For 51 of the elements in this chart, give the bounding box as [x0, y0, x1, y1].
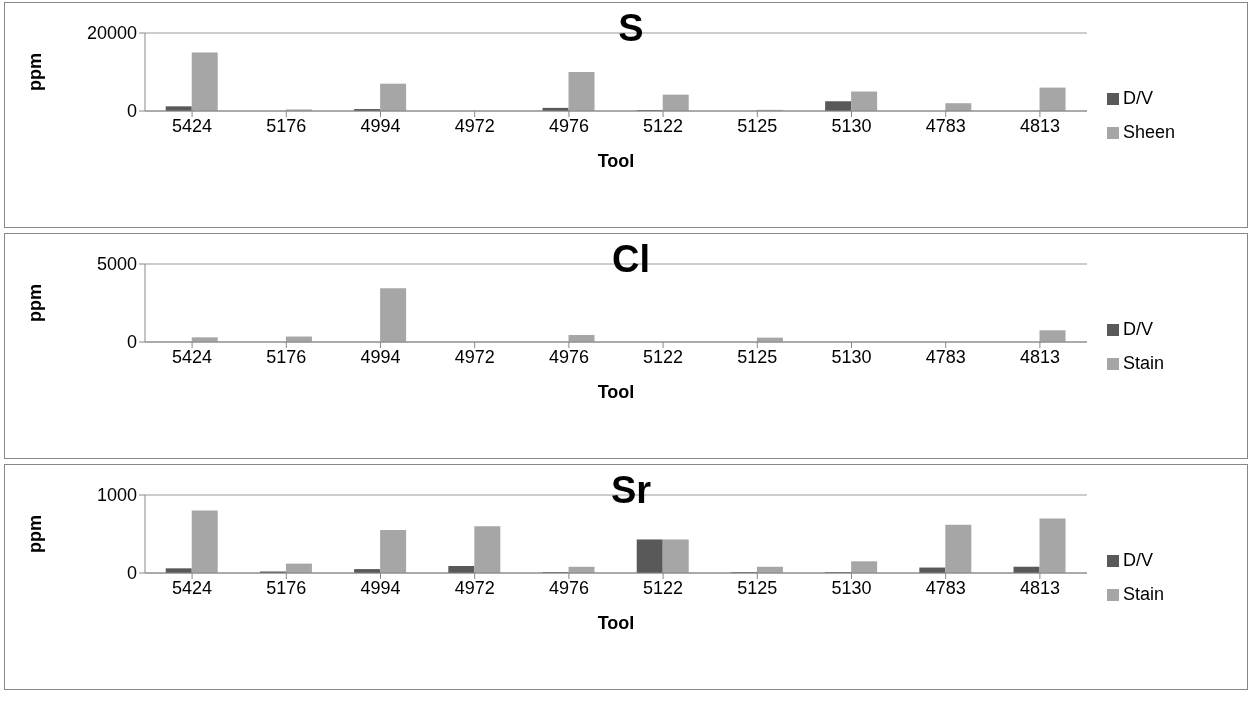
chart-title: Cl	[612, 238, 650, 280]
legend-label: Sheen	[1123, 122, 1176, 142]
chart-title: Sr	[610, 469, 652, 511]
x-tick-label: 5122	[643, 346, 684, 367]
x-tick-label: 5130	[831, 346, 872, 367]
x-axis-title: Tool	[597, 151, 635, 171]
y-axis-title: ppm	[25, 53, 46, 91]
x-tick-label: 4783	[925, 577, 966, 598]
x-tick-label: 4976	[548, 115, 589, 136]
x-tick-label: 4813	[1019, 346, 1060, 367]
x-tick-label: 4994	[360, 115, 401, 136]
x-tick-label: 5176	[266, 577, 307, 598]
legend-label: D/V	[1123, 88, 1154, 108]
y-tick-label: 20000	[86, 23, 137, 44]
x-tick-label: 4972	[454, 115, 495, 136]
x-tick-label: 5424	[172, 577, 213, 598]
x-tick-label: 4976	[548, 577, 589, 598]
x-tick-label: 4783	[925, 346, 966, 367]
y-tick-label: 0	[126, 332, 137, 353]
x-tick-label: 5125	[737, 346, 778, 367]
x-tick-label: 4813	[1019, 577, 1060, 598]
x-tick-label: 4972	[454, 346, 495, 367]
y-tick-label: 5000	[96, 254, 137, 275]
x-tick-label: 4783	[925, 115, 966, 136]
x-tick-label: 5125	[737, 115, 778, 136]
legend-label: Stain	[1123, 353, 1165, 373]
x-tick-label: 4994	[360, 346, 401, 367]
x-axis-title: Tool	[597, 382, 635, 402]
y-axis-title: ppm	[25, 515, 46, 553]
x-tick-label: 4994	[360, 577, 401, 598]
x-tick-label: 5130	[831, 577, 872, 598]
x-tick-label: 5424	[172, 346, 213, 367]
y-tick-label: 0	[126, 563, 137, 584]
x-tick-label: 4972	[454, 577, 495, 598]
x-tick-label: 4976	[548, 346, 589, 367]
legend-label: D/V	[1123, 550, 1154, 570]
y-tick-label: 1000	[96, 485, 137, 506]
x-tick-label: 5130	[831, 115, 872, 136]
x-tick-label: 4813	[1019, 115, 1060, 136]
x-tick-label: 5424	[172, 115, 213, 136]
chart-title: S	[618, 7, 644, 49]
x-tick-label: 5125	[737, 577, 778, 598]
x-tick-label: 5176	[266, 346, 307, 367]
legend-label: Stain	[1123, 584, 1165, 604]
legend-label: D/V	[1123, 319, 1154, 339]
x-tick-label: 5176	[266, 115, 307, 136]
x-axis-title: Tool	[597, 613, 635, 633]
y-tick-label: 0	[126, 101, 137, 122]
x-tick-label: 5122	[643, 115, 684, 136]
y-axis-title: ppm	[25, 284, 46, 322]
x-tick-label: 5122	[643, 577, 684, 598]
